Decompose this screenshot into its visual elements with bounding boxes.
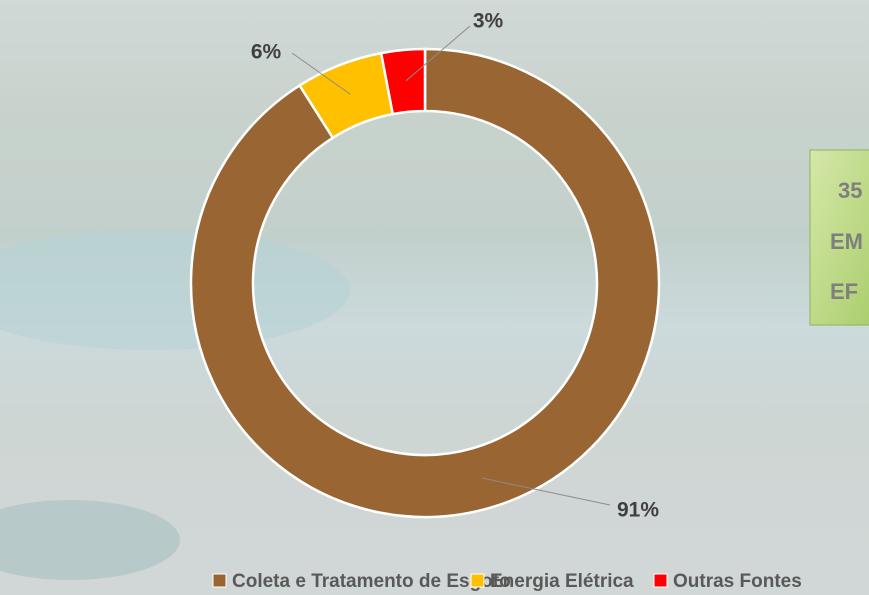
legend-label: Outras Fontes xyxy=(673,571,802,592)
data-label: 6% xyxy=(251,41,282,64)
leader-line xyxy=(405,25,471,82)
data-label: 91% xyxy=(617,499,659,522)
legend-swatch xyxy=(470,573,485,588)
legend-swatch xyxy=(653,573,668,588)
side-box-line: 35 xyxy=(838,178,862,203)
legend-label: Coleta e Tratamento de Esgoto xyxy=(232,571,511,592)
legend-swatch xyxy=(212,573,227,588)
leader-line xyxy=(291,52,351,95)
water xyxy=(0,230,350,350)
donut-slice xyxy=(379,47,427,116)
leader-line xyxy=(481,477,611,506)
side-box-line: EF xyxy=(830,279,858,304)
data-label: 3% xyxy=(473,10,504,33)
legend-label: Energia Elétrica xyxy=(490,571,634,592)
donut-slice xyxy=(189,47,661,519)
side-box xyxy=(809,149,869,326)
tank xyxy=(0,500,180,580)
side-box-line: EM xyxy=(830,229,863,254)
